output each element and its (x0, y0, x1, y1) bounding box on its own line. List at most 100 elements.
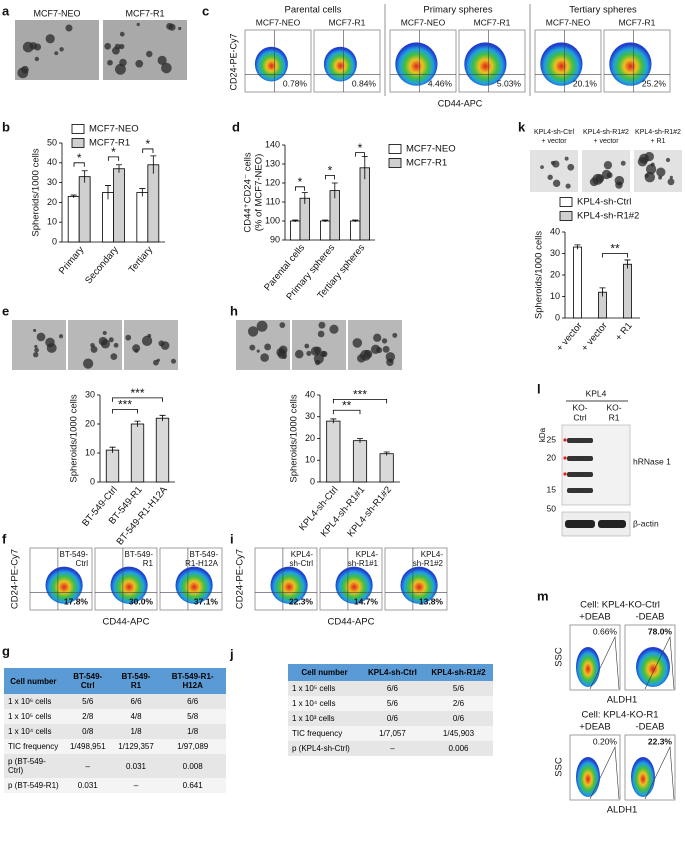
y-tick-label: 20 (85, 418, 95, 428)
spheroid (90, 342, 95, 348)
y-tick-label: 40 (305, 389, 315, 399)
spheroid (110, 353, 118, 361)
density (609, 42, 652, 86)
significance: *** (130, 386, 144, 400)
spheroid (29, 42, 38, 50)
header-cell: KPL4-sh-Ctrl (360, 664, 424, 681)
y-axis-label: Spheroids/1000 cells (289, 394, 300, 482)
spheroid (107, 59, 113, 66)
header-cell: BT-549-R1 (112, 668, 160, 694)
cell: 1 x 10⁴ cells (288, 696, 361, 711)
plot-label: MCF7-NEO (401, 17, 446, 27)
error-bar (357, 438, 363, 443)
percent: 22.3% (648, 736, 673, 746)
error-bar (159, 414, 166, 422)
cell: 6/6 (159, 694, 226, 709)
header-cell: BT-549-R1-H12A (159, 668, 226, 694)
density (576, 647, 600, 687)
y-axis-label: Spheroids/1000 cells (31, 148, 42, 236)
x-tick-label: + vector (554, 320, 584, 353)
cell: 2/8 (62, 709, 113, 724)
percent: 30.0% (129, 596, 154, 606)
row: TIC frequency 1/7,057 1/45,903 (288, 726, 493, 741)
error-bar (330, 418, 337, 424)
bar (326, 420, 341, 483)
panel-label: g (2, 643, 10, 658)
legend-swatch (559, 211, 573, 221)
x-tick-label: Tertiary (127, 244, 156, 275)
density (270, 566, 308, 604)
marker-dot (563, 472, 567, 476)
bar (349, 220, 361, 241)
density (631, 757, 655, 797)
cell: 5/6 (360, 696, 424, 711)
panel-label: i (230, 531, 234, 546)
cell: 1/498,951 (62, 739, 113, 754)
error-bar (301, 192, 308, 204)
bracket (142, 148, 154, 153)
plot-label: Ctrl (76, 559, 89, 568)
axis-label: CD24-PE-Cy7 (235, 549, 246, 609)
row: 1 x 10⁴ cells 0/8 1/8 1/8 (4, 724, 226, 739)
density (175, 566, 213, 604)
density (636, 647, 670, 687)
y-tick-label: 50 (47, 137, 57, 147)
density (464, 42, 507, 86)
y-tick-label: 10 (47, 217, 57, 227)
row: TIC frequency 1/498,951 1/129,357 1/97,089 (4, 739, 226, 754)
cell: TIC frequency (288, 726, 361, 741)
legend-swatch (559, 197, 573, 207)
y-tick-label: 10 (85, 447, 95, 457)
row: 1 x 10⁵ cells 6/6 5/6 (288, 681, 493, 696)
spheroid (90, 345, 98, 353)
spheroid (102, 330, 107, 336)
spheroid (45, 34, 55, 44)
bar (67, 196, 80, 243)
error-bar (352, 219, 359, 222)
percent: 17.8% (64, 596, 89, 606)
legend-swatch (388, 158, 402, 168)
bar (379, 453, 394, 483)
spheroid (589, 177, 599, 187)
plot-label: KPL4- (421, 550, 444, 559)
y-tick-label: 20 (550, 269, 560, 279)
band (598, 520, 626, 528)
panel-label: h (230, 303, 238, 318)
spheroid (82, 358, 94, 369)
spheroid (264, 343, 272, 351)
legend-label: KPL4-sh-Ctrl (577, 197, 631, 208)
error-bar (624, 259, 631, 269)
spheroid (136, 22, 140, 27)
gate (589, 635, 620, 690)
error-bar (292, 219, 299, 222)
band (565, 520, 595, 528)
bar (289, 220, 301, 241)
marker-dot (563, 456, 567, 460)
cell: p (BT-549-R1) (4, 778, 63, 793)
photo (12, 320, 66, 370)
bar (299, 197, 311, 241)
group-header: Tertiary spheres (569, 5, 637, 16)
bracket (107, 156, 120, 161)
spheroid (119, 31, 125, 37)
spheroid (260, 353, 269, 362)
spheroid (171, 358, 177, 364)
plot-label: MCF7-NEO (256, 17, 301, 27)
marker-label: 20 (547, 452, 557, 462)
spheroid (645, 164, 657, 175)
density (323, 46, 357, 82)
density (254, 46, 288, 82)
row: 1 x 10⁵ cells 2/8 4/8 5/8 (4, 709, 226, 724)
cell: 1 x 10⁴ cells (4, 724, 63, 739)
spheroid (153, 359, 159, 366)
spheroid (329, 324, 339, 334)
image-label: MCF7-R1 (125, 8, 164, 18)
y-tick-label: 30 (47, 177, 57, 187)
condition-label: -DEAB (635, 612, 664, 623)
plot-label: BT-549- (190, 550, 219, 559)
bracket (295, 186, 305, 191)
legend-label: KPL4-sh-R1#2 (577, 211, 639, 222)
legend-label: MCF7-R1 (406, 158, 447, 169)
cell: – (360, 741, 424, 756)
